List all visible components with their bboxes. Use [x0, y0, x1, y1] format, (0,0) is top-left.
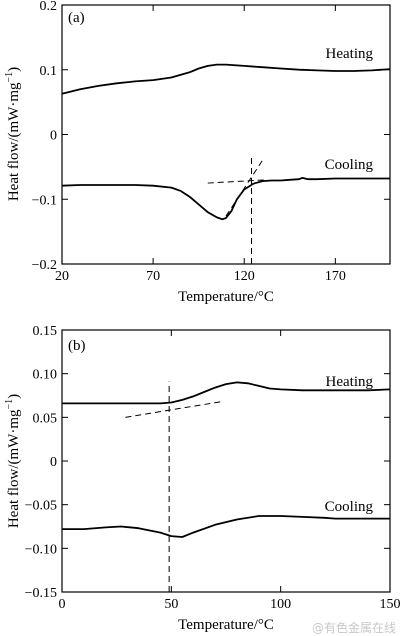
series-label-heating-a: Heating: [326, 46, 374, 62]
y-tick-label: −0.10: [25, 542, 57, 557]
y-axis-title-a-sup: −1: [4, 72, 15, 83]
chart-a: −0.2 −0.1 0 0.1 0.2 20 70 120 170 (a) Heating C…: [4, 0, 391, 305]
series-line-heating: [62, 381, 391, 405]
y-tick-label: 0.05: [33, 411, 58, 426]
y-ticks-a: −0.2 −0.1 0 0.1 0.2: [32, 0, 390, 273]
series-a: [61, 63, 391, 221]
watermark: @有色金属在线: [312, 620, 396, 635]
y-axis-title-a-main: Heat flow/(mW·mg: [6, 82, 22, 201]
y-tick-label: 0.2: [40, 0, 58, 14]
x-tick-label: 170: [325, 269, 346, 284]
x-tick-label: 0: [59, 597, 66, 612]
y-axis-title-b: Heat flow/(mW·mg−1): [4, 394, 22, 528]
guides-a: [207, 155, 267, 264]
y-ticks-b: −0.15 −0.10 −0.05 0 0.05 0.10 0.15: [25, 324, 390, 601]
y-axis-title-a-tail: ): [6, 67, 22, 72]
y-tick-label: 0.1: [40, 64, 58, 79]
y-tick-label: 0.10: [33, 368, 58, 383]
chart-b: −0.15 −0.10 −0.05 0 0.05 0.10 0.15 0 50 100 150 (…: [4, 324, 400, 633]
guide-line: [125, 401, 222, 418]
y-tick-label: −0.1: [32, 193, 57, 208]
series-label-cooling-a: Cooling: [325, 157, 374, 173]
series-line-cooling: [61, 177, 390, 221]
x-ticks-b: 0 50 100 150: [59, 330, 400, 612]
y-axis-title-b-sup: −1: [4, 399, 15, 410]
guide-line: [225, 160, 263, 217]
y-axis-title-a: Heat flow/(mW·mg−1): [4, 67, 22, 201]
plot-frame-b: [61, 329, 391, 593]
guides-b: [125, 381, 222, 592]
y-tick-label: −0.15: [25, 586, 57, 601]
series-line-heating: [61, 63, 391, 95]
panel-label-b: (b): [68, 338, 86, 354]
y-axis-title-b-main: Heat flow/(mW·mg: [6, 409, 22, 528]
series-label-cooling-b: Cooling: [325, 499, 374, 515]
x-tick-label: 120: [234, 269, 255, 284]
y-tick-label: −0.2: [32, 258, 57, 273]
x-tick-label: 100: [270, 597, 291, 612]
y-tick-label: −0.05: [25, 499, 57, 514]
x-tick-label: 20: [55, 269, 69, 284]
series-label-heating-b: Heating: [326, 374, 374, 390]
y-tick-label: 0: [50, 129, 57, 144]
x-tick-label: 150: [380, 597, 400, 612]
y-tick-label: 0.15: [33, 324, 58, 339]
y-axis-title-b-tail: ): [6, 394, 22, 399]
x-axis-title-a: Temperature/°C: [178, 289, 274, 305]
x-tick-label: 70: [146, 269, 160, 284]
x-axis-title-b: Temperature/°C: [178, 617, 274, 633]
x-ticks-a: 20 70 120 170: [55, 5, 346, 284]
panel-label-a: (a): [68, 10, 85, 26]
series-b: [62, 381, 391, 538]
x-tick-label: 50: [164, 597, 178, 612]
y-tick-label: 0: [50, 455, 57, 470]
series-line-cooling: [62, 515, 390, 538]
plot-frame-a: [61, 4, 391, 265]
